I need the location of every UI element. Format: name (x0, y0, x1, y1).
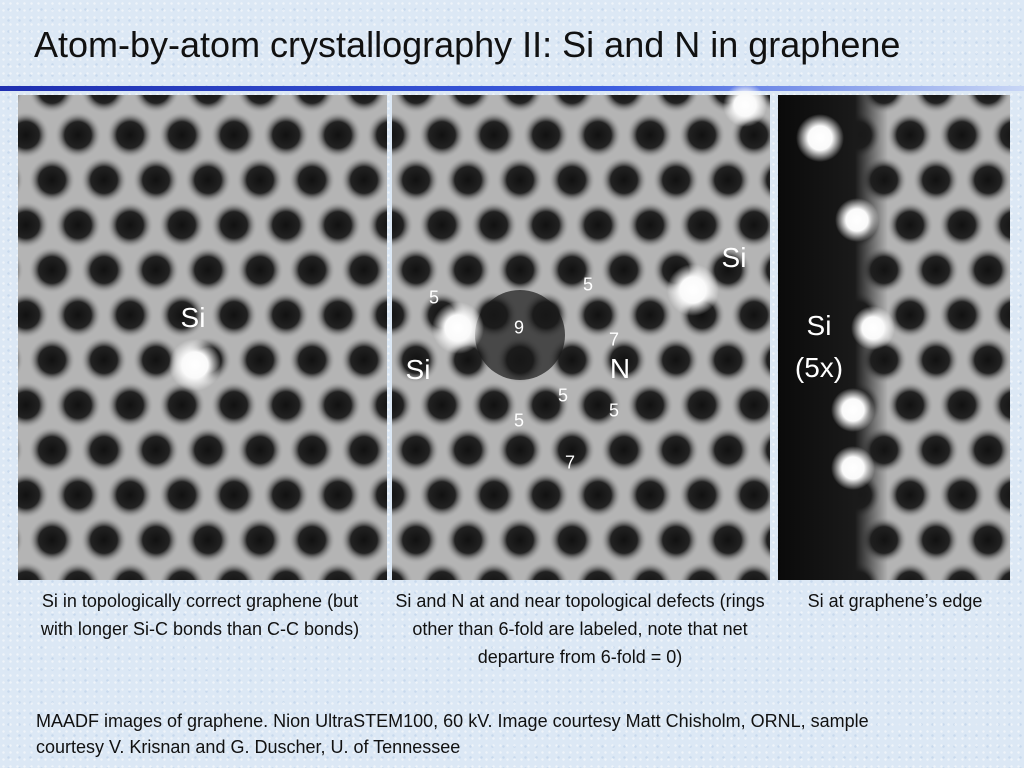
ring-label: 5 (608, 400, 620, 421)
caption: Si at graphene’s edge (807, 591, 983, 611)
atom-label: (5x) (794, 352, 844, 383)
atom-label: Si (180, 302, 206, 333)
panel-2-image (392, 83, 770, 580)
panel-3-image (778, 95, 1010, 580)
caption: Si in topologically correct graphene (bu… (40, 591, 360, 639)
slide-title: Atom-by-atom crystallography II: Si and … (34, 24, 901, 65)
caption: Si and N at and near topological defects… (395, 591, 765, 667)
atom-label: Si (806, 310, 832, 341)
panel-1-image (18, 95, 387, 580)
atom-label: N (609, 353, 631, 384)
ring-label: 9 (513, 317, 525, 338)
atom-label: Si (405, 354, 431, 385)
ring-label: 7 (608, 329, 620, 350)
footer-note: MAADF images of graphene. Nion UltraSTEM… (36, 711, 869, 757)
atom-label: Si (721, 242, 747, 273)
ring-label: 7 (564, 452, 576, 473)
ring-label: 5 (557, 385, 569, 406)
title-rule (0, 86, 1024, 91)
ring-label: 5 (582, 274, 594, 295)
ring-label: 5 (513, 410, 525, 431)
ring-label: 5 (428, 287, 440, 308)
